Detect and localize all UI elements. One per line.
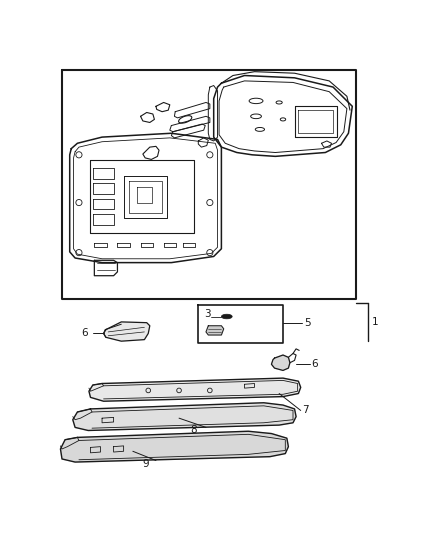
Polygon shape (103, 322, 150, 341)
Polygon shape (206, 326, 224, 335)
Ellipse shape (221, 314, 232, 319)
Text: 3: 3 (204, 309, 210, 319)
Text: 8: 8 (191, 425, 197, 435)
Polygon shape (60, 431, 288, 462)
Polygon shape (272, 355, 290, 370)
Text: 7: 7 (302, 406, 309, 415)
Polygon shape (89, 378, 301, 401)
Text: 5: 5 (304, 318, 311, 328)
Text: 9: 9 (142, 459, 149, 470)
Text: 1: 1 (371, 317, 378, 327)
Polygon shape (73, 403, 296, 431)
Text: 6: 6 (81, 328, 88, 338)
Text: 6: 6 (311, 359, 318, 369)
